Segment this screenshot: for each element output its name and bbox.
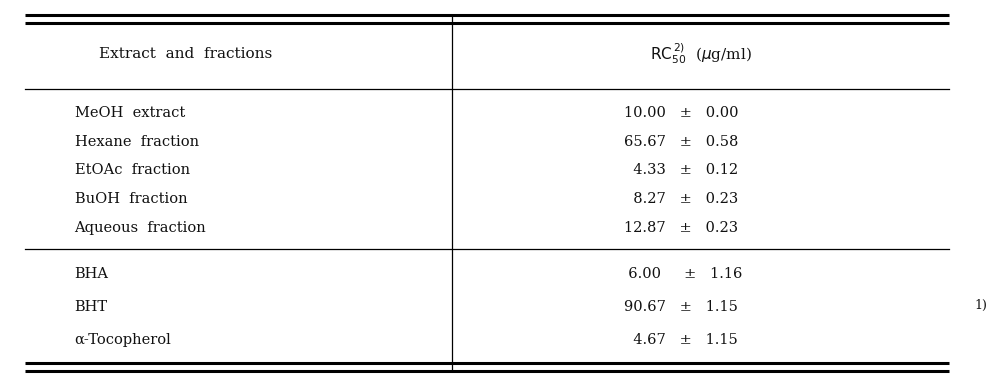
Text: 10.00   ±   0.00: 10.00 ± 0.00 <box>623 106 739 120</box>
Text: BHA: BHA <box>75 267 108 281</box>
Text: 4.67   ±   1.15: 4.67 ± 1.15 <box>624 334 738 347</box>
Text: 90.67   ±   1.15: 90.67 ± 1.15 <box>624 300 738 314</box>
Text: Extract  and  fractions: Extract and fractions <box>99 47 272 61</box>
Text: Aqueous  fraction: Aqueous fraction <box>75 221 207 235</box>
Text: 1): 1) <box>974 300 987 312</box>
Text: 12.87   ±   0.23: 12.87 ± 0.23 <box>624 221 738 235</box>
Text: α-Tocopherol: α-Tocopherol <box>75 334 171 347</box>
Text: BHT: BHT <box>75 300 107 314</box>
Text: 65.67   ±   0.58: 65.67 ± 0.58 <box>623 134 739 149</box>
Text: Hexane  fraction: Hexane fraction <box>75 134 199 149</box>
Text: MeOH  extract: MeOH extract <box>75 106 185 120</box>
Text: 8.27   ±   0.23: 8.27 ± 0.23 <box>624 192 738 206</box>
Text: BuOH  fraction: BuOH fraction <box>75 192 187 206</box>
Text: 4.33   ±   0.12: 4.33 ± 0.12 <box>624 163 738 177</box>
Text: 6.00     ±   1.16: 6.00 ± 1.16 <box>619 267 743 281</box>
Text: $\mathrm{RC}_{50}^{\,2)}$  ($\mu$g/ml): $\mathrm{RC}_{50}^{\,2)}$ ($\mu$g/ml) <box>650 41 751 66</box>
Text: EtOAc  fraction: EtOAc fraction <box>75 163 190 177</box>
